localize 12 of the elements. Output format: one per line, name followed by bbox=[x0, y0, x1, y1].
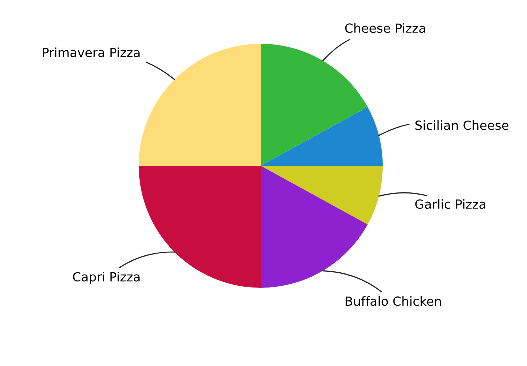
pie-slice bbox=[261, 44, 368, 166]
slice-label: Garlic Pizza bbox=[416, 199, 486, 210]
pie-slice bbox=[139, 166, 261, 288]
slice-label: Sicilian Cheese bbox=[416, 120, 509, 130]
pie-slice bbox=[261, 166, 383, 225]
slice-label: Primavera Pizza bbox=[43, 48, 140, 58]
slice-label: Buffalo Chicken bbox=[346, 296, 442, 306]
pie-slice bbox=[261, 107, 383, 166]
slice-label: Cheese Pizza bbox=[345, 23, 426, 34]
pie-slice bbox=[261, 166, 368, 288]
slice-label: Capri Pizza bbox=[73, 272, 140, 284]
pie-slice bbox=[139, 44, 261, 166]
